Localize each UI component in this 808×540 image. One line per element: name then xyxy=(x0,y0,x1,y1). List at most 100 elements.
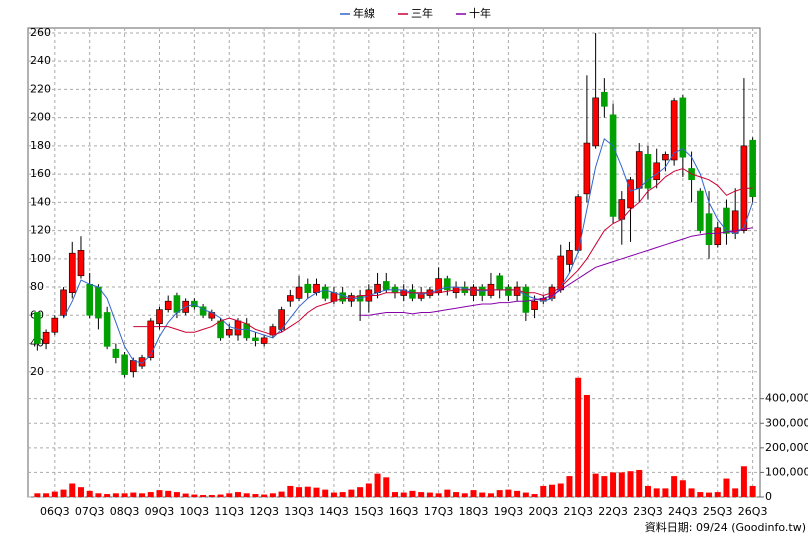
candle-body xyxy=(252,337,259,342)
x-tick-label: 17Q3 xyxy=(424,505,454,518)
candle-body xyxy=(260,337,268,344)
x-tick-label: 19Q3 xyxy=(494,505,524,518)
candle-body xyxy=(592,97,599,147)
y-tick-label: 120 xyxy=(30,224,51,237)
volume-bar xyxy=(732,488,739,497)
volume-bar xyxy=(688,488,695,497)
candle-body xyxy=(95,286,102,319)
volume-bar xyxy=(104,494,111,497)
volume-bar xyxy=(330,492,337,497)
y-tick-label: 260 xyxy=(30,26,51,39)
candle-body xyxy=(86,283,93,316)
volume-bar xyxy=(662,488,669,497)
volume-bar xyxy=(540,485,547,497)
volume-bar xyxy=(383,477,390,497)
candle-body xyxy=(505,286,512,296)
volume-bar xyxy=(278,491,285,497)
volume-bar xyxy=(653,488,660,497)
volume-bar xyxy=(557,483,564,497)
x-tick-label: 15Q3 xyxy=(354,505,384,518)
y-tick-label: 80 xyxy=(30,280,44,293)
candle-body xyxy=(42,331,50,344)
volume-bar xyxy=(200,495,207,497)
y2-tick-label: 100,000 xyxy=(765,465,808,478)
volume-bar xyxy=(435,493,442,497)
volume-bar xyxy=(426,492,433,497)
candle-body xyxy=(243,323,251,339)
candle-body xyxy=(339,292,346,302)
y-tick-label: 220 xyxy=(30,82,51,95)
candle-body xyxy=(34,312,41,344)
candle-body xyxy=(723,207,730,234)
candle-body xyxy=(121,354,128,375)
candle-body xyxy=(77,250,85,277)
volume-bar xyxy=(575,377,582,497)
candle-body xyxy=(51,317,59,333)
candle-body xyxy=(609,114,617,217)
volume-bar xyxy=(479,492,486,497)
candle-body xyxy=(749,139,756,198)
volume-bar xyxy=(357,487,364,497)
volume-bar xyxy=(43,493,50,497)
ma-line xyxy=(360,227,753,316)
candle-body xyxy=(679,97,687,158)
volume-bar xyxy=(139,493,146,497)
candle-body xyxy=(374,283,381,294)
candle-body xyxy=(627,179,634,209)
volume-bar xyxy=(549,484,556,497)
volume-bar xyxy=(697,492,704,497)
candle-body xyxy=(130,360,137,373)
volume-bar xyxy=(644,485,651,497)
x-tick-label: 12Q3 xyxy=(249,505,279,518)
volume-bar xyxy=(514,490,521,497)
candle-body xyxy=(583,142,591,195)
legend-label: 三年 xyxy=(411,6,433,20)
x-tick-label: 26Q3 xyxy=(738,505,768,518)
candle-body xyxy=(409,289,416,299)
candle-body xyxy=(304,283,312,294)
candle-body xyxy=(295,286,303,299)
y-tick-label: 240 xyxy=(30,54,51,67)
candle-body xyxy=(68,252,76,294)
ma-line xyxy=(133,167,753,336)
volume-bar xyxy=(34,493,41,497)
candle-body xyxy=(531,300,538,310)
volume-bar xyxy=(147,492,154,497)
volume-bar xyxy=(86,490,93,497)
volume-bar xyxy=(583,394,590,497)
volume-bar xyxy=(740,466,747,497)
volume-bar xyxy=(671,476,678,497)
x-tick-label: 18Q3 xyxy=(459,505,489,518)
x-tick-label: 23Q3 xyxy=(633,505,663,518)
volume-bar xyxy=(156,490,163,497)
x-tick-label: 25Q3 xyxy=(703,505,733,518)
y-tick-label: 160 xyxy=(30,167,51,180)
x-tick-label: 13Q3 xyxy=(284,505,314,518)
volume-bar xyxy=(409,490,416,497)
volume-bar xyxy=(400,492,407,497)
volume-bar xyxy=(339,492,346,497)
volume-bar xyxy=(182,493,189,497)
volume-bar xyxy=(365,483,372,497)
ma-line xyxy=(63,137,754,364)
candle-body xyxy=(103,312,111,347)
candle-body xyxy=(313,283,320,294)
volume-bar xyxy=(453,492,460,497)
volume-bar xyxy=(505,489,512,497)
candle-body xyxy=(156,309,163,325)
x-tick-label: 09Q3 xyxy=(145,505,175,518)
x-tick-label: 07Q3 xyxy=(75,505,105,518)
candle-body xyxy=(566,250,573,265)
candle-body xyxy=(444,278,451,291)
plot-frame xyxy=(27,27,761,498)
x-tick-label: 20Q3 xyxy=(528,505,558,518)
candle-body xyxy=(496,275,503,291)
footnote: 資料日期: 09/24 (Goodinfo.tw) xyxy=(645,520,806,534)
y2-tick-label: 400,000 xyxy=(765,392,808,405)
x-tick-label: 06Q3 xyxy=(40,505,70,518)
legend-label: 年線 xyxy=(353,6,375,20)
volume-bar xyxy=(601,476,608,497)
volume-bar xyxy=(261,494,268,497)
volume-bar xyxy=(470,490,477,497)
candle-body xyxy=(164,300,172,310)
